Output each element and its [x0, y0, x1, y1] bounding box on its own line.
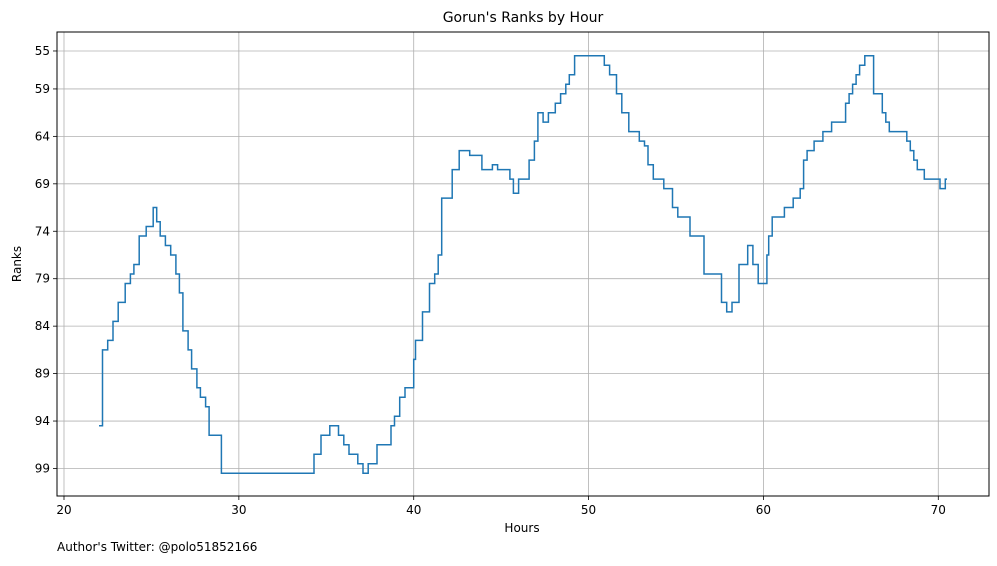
y-tick-label: 59 — [35, 82, 50, 96]
rank-step-line — [99, 54, 947, 474]
x-tick-label: 20 — [56, 503, 71, 517]
x-tick-label: 70 — [931, 503, 946, 517]
data-layer — [99, 54, 947, 474]
plot-background — [57, 32, 989, 496]
x-tick-label: 30 — [231, 503, 246, 517]
gridlines — [57, 32, 989, 496]
y-axis-ticks: 55 59 64 69 74 79 84 89 94 99 — [35, 44, 57, 475]
plot-frame — [56, 31, 990, 497]
x-axis-ticks: 20 30 40 50 60 70 — [56, 496, 946, 517]
y-tick-label: 84 — [35, 319, 50, 333]
x-tick-label: 40 — [406, 503, 421, 517]
y-tick-label: 74 — [35, 224, 50, 238]
y-axis-label: Ranks — [10, 246, 24, 282]
x-axis-label: Hours — [504, 521, 539, 535]
y-tick-label: 94 — [35, 414, 50, 428]
y-tick-label: 55 — [35, 44, 50, 58]
y-tick-label: 99 — [35, 461, 50, 475]
y-tick-label: 89 — [35, 367, 50, 381]
author-footer: Author's Twitter: @polo51852166 — [57, 540, 257, 554]
y-tick-label: 69 — [35, 177, 50, 191]
x-tick-label: 50 — [581, 503, 596, 517]
x-tick-label: 60 — [756, 503, 771, 517]
chart-title: Gorun's Ranks by Hour — [443, 10, 604, 26]
y-tick-label: 79 — [35, 272, 50, 286]
y-tick-label: 64 — [35, 129, 50, 143]
